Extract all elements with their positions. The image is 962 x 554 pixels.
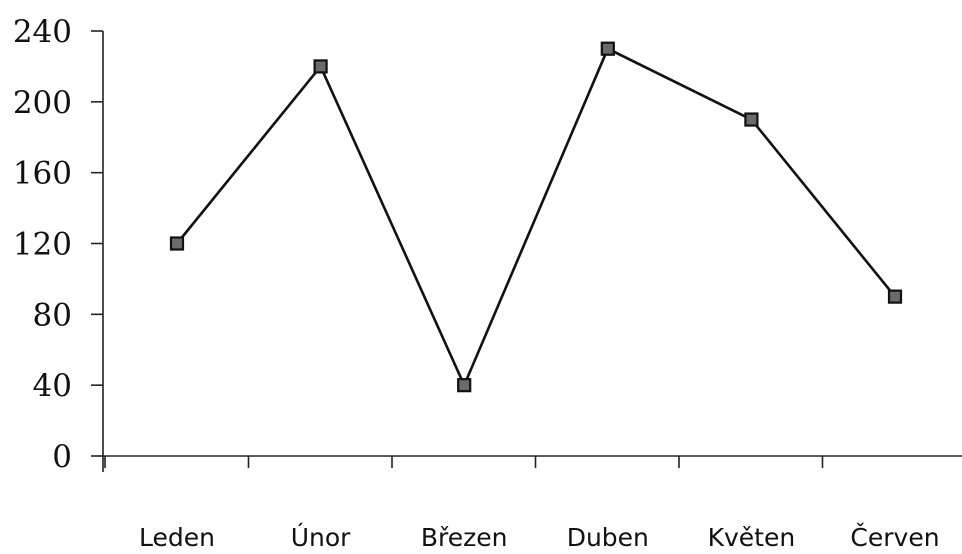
y-tick-label: 120: [13, 227, 72, 263]
y-tick-label: 40: [33, 368, 72, 404]
x-ticks: Leden Únor Březen Duben Květen Červen: [104, 456, 940, 552]
data-point-marker: [169, 236, 185, 251]
y-tick-label: 80: [33, 297, 72, 333]
data-point-marker: [457, 378, 472, 393]
data-point-marker: [744, 112, 759, 127]
series: [169, 41, 903, 393]
series-line: [175, 46, 897, 389]
x-tick-label: Květen: [708, 523, 796, 552]
y-tick-label: 200: [13, 85, 72, 121]
x-tick-label: Leden: [139, 523, 215, 552]
data-point-marker: [313, 59, 328, 74]
data-point-marker: [887, 289, 903, 304]
x-tick-label: Červen: [850, 522, 939, 552]
y-tick-label: 240: [13, 14, 72, 50]
y-ticks: 0 40 80 120 160 200 240: [13, 14, 103, 475]
y-tick-label: 160: [13, 156, 72, 192]
data-point-marker: [600, 41, 615, 56]
x-tick-label: Březen: [421, 523, 508, 552]
x-tick-label: Duben: [567, 523, 649, 552]
x-tick-label: Únor: [291, 522, 351, 552]
y-tick-label: 0: [52, 439, 72, 475]
